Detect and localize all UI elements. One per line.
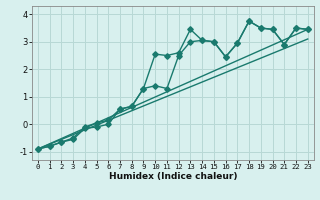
X-axis label: Humidex (Indice chaleur): Humidex (Indice chaleur) (108, 172, 237, 181)
